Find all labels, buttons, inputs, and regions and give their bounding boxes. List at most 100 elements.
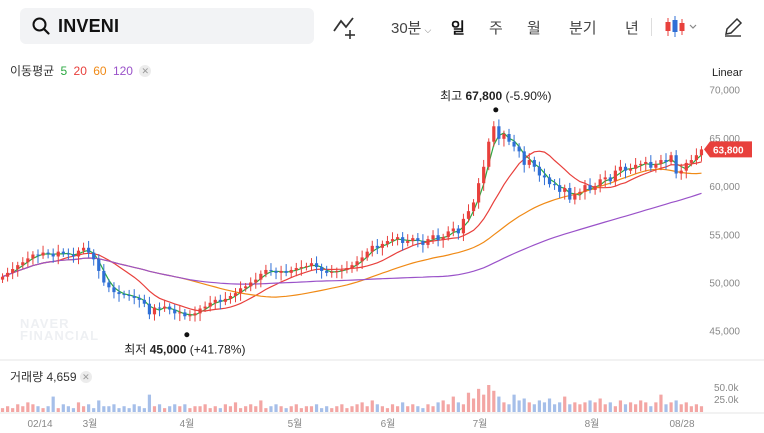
period-quarter[interactable]: 분기 [569,17,597,38]
candle [568,182,572,203]
volume-bar [395,406,400,412]
candle-body [416,238,420,242]
chart-grid [0,359,764,414]
candle-body [522,151,526,165]
volume-bar [228,406,233,412]
volume-bar [31,404,35,412]
close-icon[interactable]: ✕ [139,65,152,77]
candle [36,249,40,264]
volume-legend[interactable]: 거래량 4,659 ✕ [10,368,92,385]
volume-bar [669,402,673,412]
candle [289,266,293,278]
volume-bar [664,404,668,412]
candle [228,292,233,304]
candle-body [76,250,81,257]
symbol-search-box[interactable]: INVENI [20,8,314,44]
candle-body [527,160,531,165]
candle-body [213,299,217,303]
volume-bar [320,408,324,412]
candle [132,289,136,305]
candle-body [380,243,384,248]
candle [512,134,516,152]
volume-bar [142,408,146,412]
volume-bar [0,408,5,412]
candle-body [395,237,400,240]
candle [233,287,238,303]
volume-bar [390,404,395,412]
candle-body [487,141,491,167]
period-30min[interactable]: 30분 ⌵ [391,17,431,38]
date-tick-label: 02/14 [27,419,52,430]
volume-bar [188,408,192,412]
candlestick-icon[interactable] [664,15,700,39]
chart-toolbar: INVENI 30분 ⌵ 일 주 월 분기 년 [0,0,764,56]
close-icon[interactable]: ✕ [79,371,92,383]
candle [335,267,339,279]
candle-body [92,252,96,260]
candle-body [370,245,374,252]
candle [350,261,354,273]
volume-bar [198,406,202,412]
volume-bar [497,396,501,412]
candle-body [401,237,405,243]
volume-bar [411,404,415,412]
candle [375,239,379,255]
volume-bar [309,406,314,412]
volume-bar [471,398,476,412]
candle-body [588,185,592,190]
candle [598,174,602,193]
volume-bar [269,406,273,412]
candle-body [365,251,369,258]
volume-bar [183,404,187,412]
candle [593,182,597,195]
period-day[interactable]: 일 [451,17,465,38]
compare-line-icon[interactable] [332,15,358,39]
volume-bar [401,402,405,412]
candle [92,249,96,266]
low-annotation: 최저 45,000 (+41.78%) [124,343,245,357]
candle-body [5,272,10,277]
volume-bar [152,406,157,412]
candle-body [406,241,410,243]
volume-bar [223,404,227,412]
volume-bar [598,398,602,412]
candle [299,260,303,276]
volume-bar [416,406,420,412]
volume-bar [41,408,45,412]
candle-body [699,149,704,156]
candle [107,279,111,293]
candle-body [61,251,65,254]
pencil-icon[interactable] [722,16,744,38]
candle [168,303,172,315]
moving-average-legend[interactable]: 이동평균 5 20 60 120 ✕ [10,62,154,79]
candle-body [350,265,354,269]
high-price: 67,800 [465,89,505,103]
volume-bar [284,408,288,412]
volume-bar [588,400,592,412]
candle-body [411,238,415,242]
volume-bar [613,406,617,412]
scale-mode-toggle[interactable]: Linear [712,67,743,79]
candle [441,233,445,248]
candle-body [71,254,76,257]
period-month[interactable]: 월 [527,17,541,38]
candle-body [436,235,440,241]
volume-bar [11,408,15,412]
period-week[interactable]: 주 [489,17,503,38]
candle [31,251,35,265]
candle [218,294,222,310]
volume-bar [461,404,466,412]
period-year[interactable]: 년 [625,17,639,38]
candle-body [188,315,192,317]
candle [674,150,678,179]
candle-body [183,312,187,317]
candle-body [623,166,628,171]
volume-bar [314,404,319,412]
volume-bar [623,404,628,412]
candle [61,248,65,257]
volume-bar [699,406,704,412]
volume-bar [679,404,683,412]
candle-body [375,245,379,248]
